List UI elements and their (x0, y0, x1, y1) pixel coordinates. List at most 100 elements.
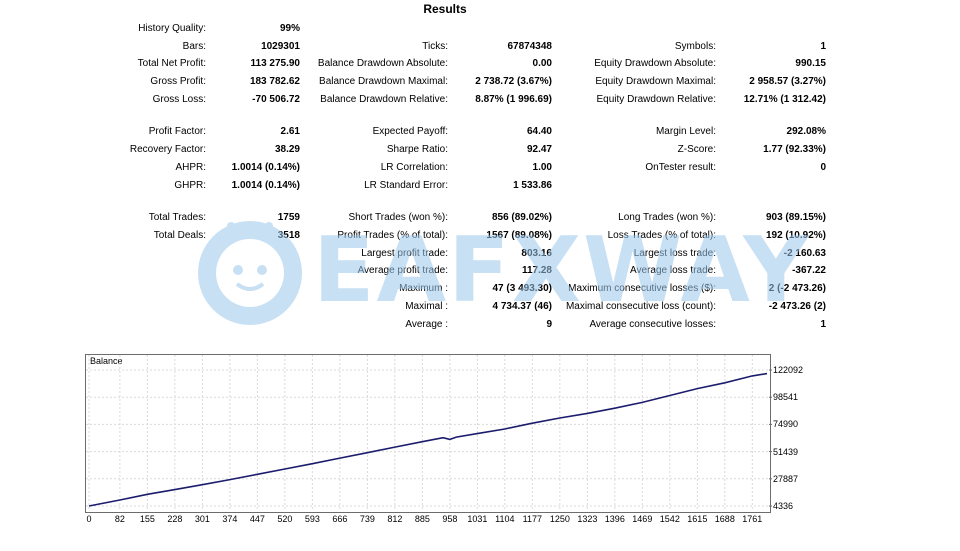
gross-loss-label: Gross Loss: (152, 94, 206, 105)
report-title: Results (423, 2, 467, 16)
largest-loss-trade-value: -2 160.63 (783, 248, 826, 259)
recovery-factor-value: 38.29 (274, 144, 300, 155)
ticks-value: 67874348 (507, 41, 553, 52)
y-tick-label: 98541 (773, 392, 799, 403)
sharpe-ratio-label: Sharpe Ratio: (386, 144, 448, 155)
equity-dd-maximal-label: Equity Drawdown Maximal: (595, 76, 716, 87)
x-tick-label: 1177 (522, 514, 543, 524)
lr-standard-error-value: 1 533.86 (513, 180, 552, 191)
x-tick-label: 958 (442, 514, 458, 524)
profit-trades-value: 1567 (89.08%) (486, 230, 552, 241)
x-tick-label: 1104 (495, 514, 515, 524)
x-tick-label: 301 (194, 514, 210, 524)
largest-loss-trade-label: Largest loss trade: (633, 248, 716, 259)
average-profit-trade-value: 117.28 (521, 265, 552, 276)
gross-profit-label: Gross Profit: (150, 76, 206, 87)
x-tick-label: 1615 (687, 514, 708, 524)
ontester-result-label: OnTester result: (645, 162, 716, 173)
lr-standard-error-label: LR Standard Error: (364, 180, 448, 191)
ontester-result-value: 0 (820, 162, 826, 173)
ahpr-label: AHPR: (175, 162, 206, 173)
balance-dd-absolute-value: 0.00 (532, 58, 552, 69)
chart-title: Balance (90, 356, 123, 366)
balance-dd-maximal-value: 2 738.72 (3.67%) (475, 76, 552, 87)
long-trades-label: Long Trades (won %): (618, 212, 716, 223)
average-loss-trade-label: Average loss trade: (630, 265, 716, 276)
maximal-consecutive-loss-value: -2 473.26 (2) (768, 301, 826, 312)
balance-dd-relative-value: 8.87% (1 996.69) (475, 94, 552, 105)
x-tick-label: 1250 (549, 514, 570, 524)
average-consecutive-losses-value: 1 (820, 319, 826, 330)
maximal-value: 4 734.37 (46) (492, 301, 553, 312)
history-quality-value: 99% (279, 23, 300, 34)
x-tick-label: 666 (332, 514, 348, 524)
x-tick-label: 447 (249, 514, 265, 524)
total-net-profit-value: 113 275.90 (250, 58, 301, 69)
short-trades-label: Short Trades (won %): (348, 212, 448, 223)
z-score-label: Z-Score: (677, 144, 716, 155)
total-deals-label: Total Deals: (153, 230, 206, 241)
x-tick-label: 1396 (604, 514, 625, 524)
bars-label: Bars: (182, 41, 206, 52)
max-consecutive-losses-value: 2 (-2 473.26) (768, 283, 826, 294)
x-tick-label: 228 (167, 514, 183, 524)
x-tick-label: 82 (114, 514, 125, 524)
expected-payoff-value: 64.40 (526, 126, 552, 137)
ghpr-value: 1.0014 (0.14%) (231, 180, 300, 191)
maximum-label: Maximum : (399, 283, 448, 294)
largest-profit-trade-label: Largest profit trade: (361, 248, 448, 259)
average-label: Average : (405, 319, 448, 330)
x-tick-label: 1469 (632, 514, 653, 524)
symbols-label: Symbols: (674, 41, 716, 52)
y-tick-label: 74990 (773, 419, 799, 430)
long-trades-value: 903 (89.15%) (765, 212, 826, 223)
average-profit-trade-label: Average profit trade: (357, 265, 448, 276)
x-tick-label: 1688 (714, 514, 735, 524)
ticks-label: Ticks: (422, 41, 448, 52)
average-value: 9 (546, 319, 552, 330)
equity-dd-maximal-value: 2 958.57 (3.27%) (749, 76, 826, 87)
y-tick-label: 51439 (773, 446, 799, 457)
maximum-value: 47 (3 493.30) (492, 283, 553, 294)
balance-line (88, 372, 768, 507)
max-consecutive-losses-label: Maximum consecutive losses ($): (568, 283, 716, 294)
x-tick-label: 739 (359, 514, 375, 524)
equity-dd-absolute-label: Equity Drawdown Absolute: (594, 58, 716, 69)
z-score-value: 1.77 (92.33%) (763, 144, 826, 155)
y-tick-label: 4336 (773, 501, 794, 511)
loss-trades-label: Loss Trades (% of total): (607, 230, 716, 241)
x-tick-label: 812 (387, 514, 403, 524)
y-tick-label: 122092 (773, 365, 804, 375)
x-tick-label: 155 (139, 514, 155, 524)
gross-profit-value: 183 782.62 (249, 76, 300, 87)
x-tick-label: 1761 (742, 514, 763, 524)
total-trades-label: Total Trades: (148, 212, 206, 223)
profit-factor-label: Profit Factor: (148, 126, 206, 137)
maximal-consecutive-loss-label: Maximal consecutive loss (count): (565, 301, 716, 312)
margin-level-label: Margin Level: (655, 126, 716, 137)
lr-correlation-label: LR Correlation: (380, 162, 448, 173)
total-net-profit-label: Total Net Profit: (137, 58, 206, 69)
profit-factor-value: 2.61 (280, 126, 300, 137)
largest-profit-trade-value: 803.16 (521, 248, 552, 259)
expected-payoff-label: Expected Payoff: (372, 126, 448, 137)
x-tick-label: 0 (86, 514, 92, 524)
profit-trades-label: Profit Trades (% of total): (337, 230, 448, 241)
short-trades-value: 856 (89.02%) (491, 212, 552, 223)
history-quality-label: History Quality: (138, 23, 206, 34)
x-tick-label: 1323 (577, 514, 598, 524)
maximal-label: Maximal : (405, 301, 448, 312)
symbols-value: 1 (820, 41, 826, 52)
average-consecutive-losses-label: Average consecutive losses: (589, 319, 716, 330)
average-loss-trade-value: -367.22 (792, 265, 826, 276)
equity-dd-relative-value: 12.71% (1 312.42) (743, 94, 826, 105)
bars-value: 1029301 (261, 41, 300, 52)
x-tick-label: 520 (277, 514, 293, 524)
ahpr-value: 1.0014 (0.14%) (231, 162, 300, 173)
ghpr-label: GHPR: (174, 180, 206, 191)
gross-loss-value: -70 506.72 (252, 94, 300, 105)
balance-chart-frame (85, 354, 771, 513)
balance-dd-absolute-label: Balance Drawdown Absolute: (317, 58, 448, 69)
y-tick-label: 27887 (773, 473, 799, 484)
